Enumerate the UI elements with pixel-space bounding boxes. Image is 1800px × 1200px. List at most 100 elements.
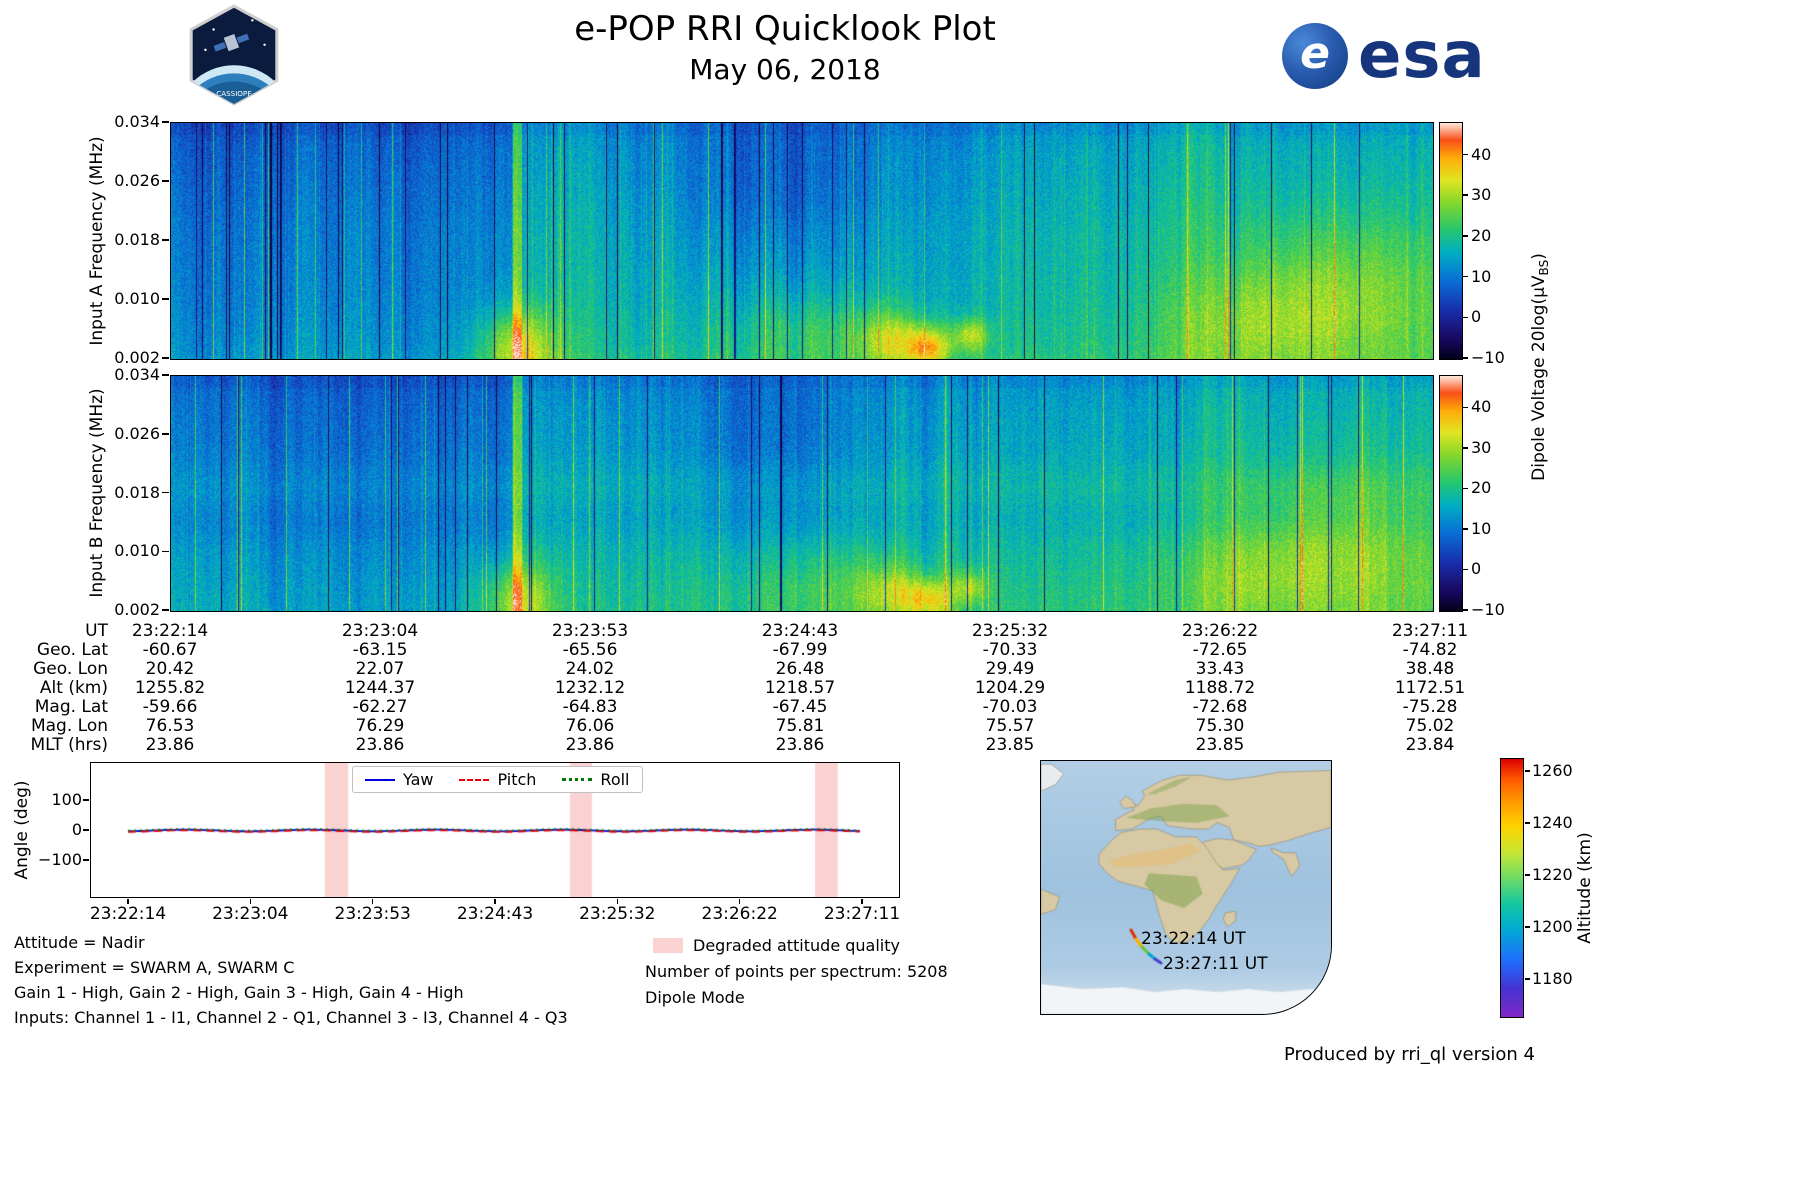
ephemeris-value: 1244.37 [344, 678, 416, 698]
attitude-legend: Yaw Pitch Roll [352, 766, 643, 793]
ephemeris-value: 1255.82 [134, 678, 206, 698]
altitude-tick-label: 1180 [1532, 969, 1573, 988]
settings-annotation-line: Attitude = Nadir [14, 933, 145, 952]
dipole-colorbar-tick-label: 10 [1471, 518, 1492, 538]
figure-date: May 06, 2018 [689, 53, 881, 86]
altitude-tick-label: 1260 [1532, 761, 1573, 780]
dipole-colorbar-tick-mark [1463, 609, 1468, 611]
spectrogram-b-ylabel: Input B Frequency (MHz) [87, 388, 107, 598]
ephemeris-value: -74.82 [1402, 640, 1458, 660]
dipole-colorbar-tick-label: 40 [1471, 144, 1492, 164]
satellite-icon [213, 33, 250, 52]
angle-tick-mark [83, 859, 89, 861]
colorbar-a [1439, 122, 1463, 360]
spectrogram-b-canvas [171, 376, 1433, 611]
ephemeris-row-label: Mag. Lat [34, 697, 108, 717]
time-tick-label: 23:22:14 [89, 904, 167, 924]
angle-tick-mark [83, 799, 89, 801]
ephemeris-value: 75.81 [775, 716, 825, 736]
dipole-colorbar-tick-mark [1463, 275, 1468, 278]
ephemeris-value: 1204.29 [974, 678, 1046, 698]
ephemeris-value: 23:24:43 [761, 621, 839, 641]
mode-annotations: Degraded attitude quality Number of poin… [645, 936, 948, 1014]
ephemeris-value: -70.03 [982, 697, 1038, 717]
legend-label-pitch: Pitch [497, 770, 537, 789]
freq-tick-mark [162, 121, 169, 123]
ephemeris-value: -63.15 [352, 640, 408, 660]
altitude-tick-mark [1525, 874, 1530, 876]
legend-label-yaw: Yaw [403, 770, 434, 789]
ephemeris-value: 23:23:04 [341, 621, 419, 641]
esa-globe-icon: e [1282, 23, 1348, 89]
time-tick-label: 23:25:32 [579, 904, 656, 924]
ephemeris-value: 23:25:32 [971, 621, 1049, 641]
ephemeris-value: 23.86 [565, 735, 615, 755]
freq-tick-mark [162, 239, 169, 241]
freq-tick-mark [162, 298, 169, 300]
dipole-colorbar-tick-mark [1463, 406, 1468, 409]
track-start-label: 23:22:14 UT [1141, 929, 1246, 949]
freq-tick-label: 0.010 [114, 289, 160, 308]
colorbar-label-text: Dipole Voltage 20log(μV [1529, 275, 1549, 481]
freq-tick-mark [162, 180, 169, 182]
ephemeris-value: 23.86 [775, 735, 825, 755]
ephemeris-value: 1232.12 [554, 678, 626, 698]
figure-title: e-POP RRI Quicklook Plot [574, 9, 996, 49]
colorbar-label: Dipole Voltage 20log(μVBS) [1529, 253, 1551, 481]
ephemeris-value: -75.28 [1402, 697, 1458, 717]
colorbar-label-subscript: BS [1537, 259, 1551, 276]
roll-line-sample [562, 778, 593, 781]
colorbar-b [1439, 375, 1463, 612]
produced-by-label: Produced by rri_ql version 4 [1283, 1044, 1535, 1065]
settings-annotation-line: Gain 1 - High, Gain 2 - High, Gain 3 - H… [14, 983, 464, 1002]
spectrogram-b-panel [170, 375, 1434, 612]
altitude-tick-label: 1200 [1532, 917, 1573, 936]
ephemeris-value: 26.48 [775, 659, 825, 679]
dipole-colorbar-tick-mark [1463, 568, 1468, 571]
legend-item-pitch: Pitch [459, 770, 536, 789]
pitch-line-sample [459, 778, 490, 781]
settings-annotation-line: Inputs: Channel 1 - I1, Channel 2 - Q1, … [14, 1008, 568, 1027]
freq-tick-mark [162, 433, 169, 435]
ephemeris-value: -60.67 [142, 640, 198, 660]
cassiope-mission-patch: CASSIOPE [189, 4, 279, 106]
points-per-spectrum-label: Number of points per spectrum: 5208 [645, 962, 948, 981]
ephemeris-value: 23.86 [355, 735, 405, 755]
ephemeris-row-label: Geo. Lon [33, 659, 108, 679]
freq-tick-label: 0.034 [114, 365, 160, 384]
dipole-colorbar-tick-mark [1463, 357, 1468, 359]
dipole-colorbar-tick-label: 20 [1471, 225, 1492, 245]
ephemeris-value: 76.53 [145, 716, 195, 736]
altitude-tick-mark [1525, 926, 1530, 928]
dipole-colorbar-tick-label: 20 [1471, 478, 1492, 498]
dipole-colorbar-tick-mark [1463, 235, 1468, 237]
dipole-colorbar-tick-label: −10 [1471, 600, 1505, 619]
ephemeris-value: -65.56 [562, 640, 618, 660]
time-tick-mark [861, 899, 863, 904]
dipole-colorbar-tick-label: 10 [1471, 266, 1492, 286]
figure-title-block: e-POP RRI Quicklook Plot May 06, 2018 [390, 6, 1180, 88]
angle-tick-mark [83, 829, 89, 831]
time-tick-mark [127, 899, 129, 904]
ephemeris-value: 23:26:22 [1181, 621, 1259, 641]
freq-tick-mark [162, 374, 169, 376]
spectrogram-a-ylabel: Input A Frequency (MHz) [87, 136, 107, 346]
ephemeris-value: 23.85 [1195, 735, 1245, 755]
dipole-colorbar-tick-label: 30 [1471, 437, 1492, 457]
ephemeris-value: 76.29 [355, 716, 405, 736]
ephemeris-value: 29.49 [985, 659, 1035, 679]
freq-tick-label: 0.002 [114, 600, 160, 619]
freq-tick-label: 0.026 [114, 171, 160, 190]
altitude-colorbar [1500, 758, 1524, 1018]
angle-tick-label: 100 [51, 790, 82, 810]
esa-globe-letter: e [1300, 27, 1330, 79]
legend-item-yaw: Yaw [365, 770, 433, 789]
settings-annotations: Attitude = Nadir Experiment = SWARM A, SW… [14, 930, 568, 1030]
time-tick-label: 23:23:53 [334, 904, 411, 924]
ephemeris-value: 33.43 [1195, 659, 1245, 679]
ephemeris-value: 75.57 [985, 716, 1035, 736]
legend-item-roll: Roll [562, 770, 630, 789]
ephemeris-value: 23:22:14 [131, 621, 209, 641]
time-tick-label: 23:27:11 [823, 904, 901, 924]
